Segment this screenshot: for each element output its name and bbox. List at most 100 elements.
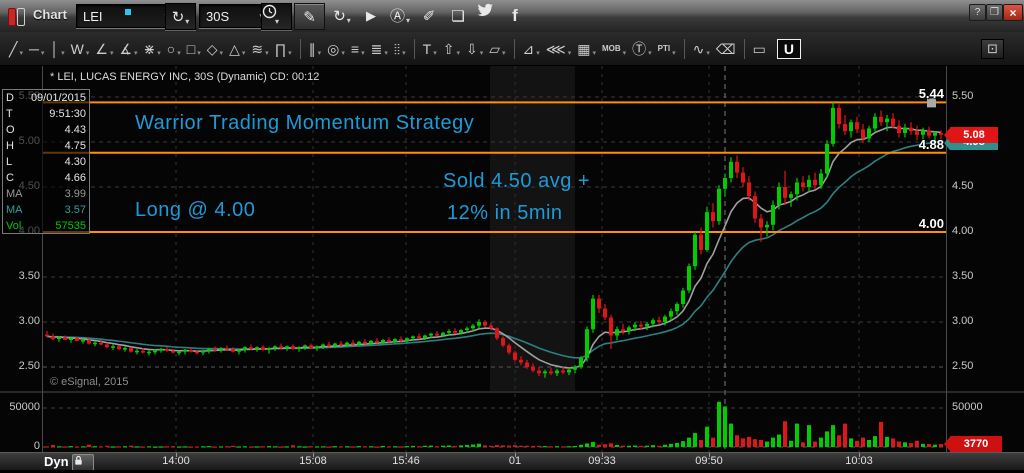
fib-retracement-tool[interactable]: ≡ ▾ — [349, 39, 367, 59]
parallel-lines-tool[interactable]: ≋ ▾ — [249, 39, 270, 59]
annotation-exit-line1[interactable]: Sold 4.50 avg + — [443, 170, 591, 192]
interval-input[interactable]: 30S ▾ — [199, 4, 271, 28]
volume-axis-label: 50000 — [952, 401, 983, 413]
chevron-down-icon[interactable]: ▾ — [672, 49, 676, 57]
text-tool[interactable]: T ▾ — [421, 39, 439, 59]
chevron-down-icon[interactable]: ▾ — [109, 49, 114, 57]
chevron-down-icon[interactable]: ▾ — [157, 49, 161, 57]
ellipse-tool[interactable]: ○ ▾ — [165, 39, 183, 59]
auto-trade-button[interactable]: Ⓐ ▾ — [388, 3, 412, 28]
ma-fast-line — [46, 126, 942, 369]
chevron-down-icon[interactable]: ▾ — [241, 49, 246, 57]
chevron-down-icon[interactable]: ▾ — [134, 49, 138, 57]
chevron-down-icon[interactable]: ▾ — [536, 49, 540, 57]
time-template-button[interactable]: ▾ — [261, 3, 292, 30]
vertical-line-tool[interactable]: │ ▾ — [48, 39, 66, 59]
mob-tool[interactable]: MOB ▾ — [600, 39, 628, 59]
pti-tool[interactable]: PTI ▾ — [656, 39, 678, 59]
zigzag-tool[interactable]: W ▾ — [69, 39, 92, 59]
chat-share-button[interactable]: ❏ — [447, 3, 469, 28]
chevron-down-icon[interactable]: ▾ — [456, 49, 460, 57]
fib-time-tool[interactable]: ⦙⦙ ▾ — [392, 39, 408, 59]
pti-icon: PTI — [657, 43, 671, 53]
style-button[interactable]: ✐ — [418, 3, 440, 28]
multi-ray-icon: ⋇ — [143, 40, 156, 57]
annotation-exit-line2[interactable]: 12% in 5min — [447, 202, 563, 224]
clock-icon — [262, 4, 277, 19]
fib-circles-tool[interactable]: ◎ ▾ — [325, 39, 347, 59]
diamond-tool[interactable]: ◇ ▾ — [205, 39, 225, 59]
replay-button[interactable]: ↻ ▾ — [333, 7, 351, 26]
dock-panel-button[interactable]: ⊡ — [981, 38, 1004, 59]
twitter-share-button[interactable] — [477, 3, 499, 28]
chevron-down-icon[interactable]: ▾ — [19, 49, 23, 57]
polygon-tool[interactable]: ▱ ▾ — [487, 39, 507, 59]
panel-key: T — [6, 108, 13, 120]
chevron-down-icon[interactable]: ▾ — [288, 49, 292, 57]
last-volume-tag: 3770 — [944, 436, 1002, 453]
chevron-down-icon[interactable]: ▾ — [567, 49, 572, 57]
draw-mode-button[interactable]: ✎ — [294, 3, 325, 30]
chevron-down-icon[interactable]: ▾ — [384, 49, 388, 57]
play-button[interactable]: ▶ — [360, 3, 382, 28]
ray-tool[interactable]: ∡ ▾ — [117, 39, 139, 59]
hline-price-label: 4.00 — [918, 216, 944, 231]
time-axis-label: 15:08 — [299, 455, 327, 467]
fib-extension-tool[interactable]: ≣ ▾ — [369, 39, 390, 59]
pitchfork-tool[interactable]: ∏ ▾ — [273, 39, 294, 59]
scale-lock-button[interactable] — [72, 454, 94, 471]
chevron-down-icon[interactable]: ▾ — [648, 49, 652, 57]
chevron-down-icon[interactable]: ▾ — [197, 49, 201, 57]
facebook-share-button[interactable]: f — [506, 3, 524, 28]
channel-tool[interactable]: ∥ ▾ — [307, 39, 324, 59]
close-button[interactable]: × — [1003, 4, 1023, 21]
time-axis[interactable]: Dyn 14:00 15:08 15:46 01 09:33 09:50 10:03 — [0, 452, 1024, 471]
ellipse-icon: ○ — [166, 40, 176, 57]
chevron-down-icon[interactable]: ▾ — [402, 49, 406, 57]
data-panel[interactable]: D 09/01/2015 T 9:51:30 O 4.43 H 4.75 L 4.30 C 4.66 M… — [2, 89, 90, 234]
rectangle-tool[interactable]: □ ▾ — [185, 39, 203, 59]
symbol-reload-button[interactable]: ↻ ▾ — [165, 3, 196, 30]
chevron-down-icon[interactable]: ▾ — [61, 49, 65, 57]
multi-ray-tool[interactable]: ⋇ ▾ — [142, 39, 163, 59]
chevron-down-icon[interactable]: ▾ — [479, 49, 484, 57]
chevron-down-icon[interactable]: ▾ — [361, 49, 365, 57]
magnet-snap-button[interactable]: U — [776, 38, 802, 59]
symbol-input[interactable]: LEI ▾ — [76, 4, 176, 28]
wave-tool[interactable]: ∿ ▾ — [691, 39, 712, 59]
chevron-down-icon[interactable]: ▾ — [502, 49, 506, 57]
chevron-down-icon[interactable]: ▾ — [706, 49, 710, 57]
trendline-tool[interactable]: ╱ ▾ — [7, 39, 25, 59]
grid-tool[interactable]: ▦ ▾ — [575, 39, 598, 59]
chevron-down-icon[interactable]: ▾ — [341, 49, 345, 57]
angle-line-tool[interactable]: ∠ ▾ — [93, 39, 115, 59]
eraser-icon: ⌫ — [715, 40, 736, 57]
eraser-tool[interactable]: ⌫ — [714, 39, 738, 59]
hline-handle[interactable] — [927, 98, 936, 108]
time-cycle-icon: Ⓣ — [632, 40, 647, 57]
arc-tool[interactable]: ⋘ ▾ — [544, 39, 573, 59]
annotation-strategy[interactable]: Warrior Trading Momentum Strategy — [135, 112, 475, 134]
chevron-down-icon[interactable]: ▾ — [219, 49, 224, 57]
chevron-down-icon[interactable]: ▾ — [40, 49, 45, 57]
annotation-entry[interactable]: Long @ 4.00 — [135, 199, 256, 221]
gann-fan-tool[interactable]: ⊿ ▾ — [521, 39, 542, 59]
chevron-down-icon[interactable]: ▾ — [265, 49, 269, 57]
chevron-down-icon[interactable]: ▾ — [317, 49, 322, 57]
volume-axis-label-left: 0 — [33, 440, 40, 452]
horizontal-line-tool[interactable]: ─ ▾ — [27, 39, 46, 59]
note-tool[interactable]: ▭ — [751, 39, 768, 59]
arrow-down-tool[interactable]: ⇩ ▾ — [464, 39, 485, 59]
restore-button[interactable]: ❐ — [986, 4, 1003, 21]
chevron-down-icon[interactable]: ▾ — [177, 49, 181, 57]
arrow-up-tool[interactable]: ⇧ ▾ — [441, 39, 462, 59]
chevron-down-icon[interactable]: ▾ — [622, 49, 627, 57]
triangle-tool[interactable]: △ ▾ — [227, 39, 247, 59]
panel-row-vol: Vol 57535 — [3, 218, 89, 234]
chevron-down-icon[interactable]: ▾ — [433, 49, 437, 57]
chevron-down-icon[interactable]: ▾ — [85, 49, 90, 57]
help-button[interactable]: ? — [969, 4, 986, 21]
time-cycle-tool[interactable]: Ⓣ ▾ — [630, 39, 654, 59]
chevron-down-icon[interactable]: ▾ — [592, 49, 596, 57]
